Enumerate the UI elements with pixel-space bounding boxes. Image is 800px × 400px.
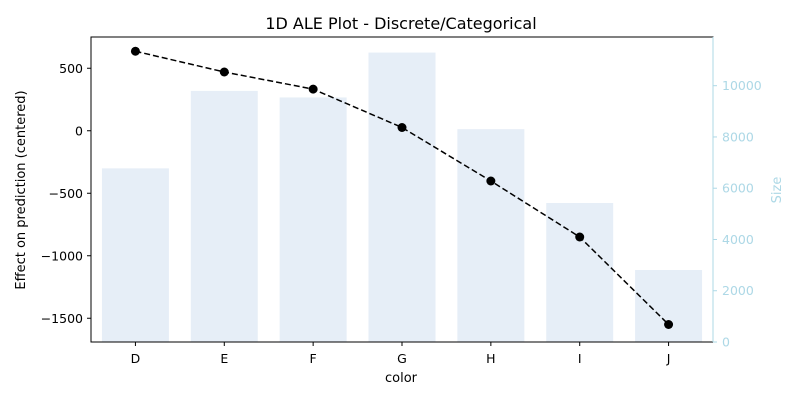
size-bar-D (101, 168, 169, 342)
y2-tick-label: 10000 (722, 78, 762, 93)
x-tick-label: H (486, 351, 495, 366)
ale-line-series (130, 46, 674, 329)
chart-title: 1D ALE Plot - Discrete/Categorical (265, 14, 536, 33)
size-bars (101, 52, 703, 343)
y2-tick-label: 0 (722, 335, 730, 350)
x-tick-label: G (397, 351, 407, 366)
y-tick-label: −500 (49, 186, 83, 201)
x-tick-label: D (131, 351, 141, 366)
y-tick-label: 0 (75, 123, 83, 138)
size-bar-F (279, 97, 347, 343)
size-bar-E (190, 90, 258, 342)
tick-marks-and-labels: D E F G H I J 500 0 −500 −1000 −1500 0 2000 4000 6000 80… (41, 61, 762, 366)
y2-tick-label: 8000 (722, 129, 754, 144)
ale-point-G (397, 123, 407, 132)
x-tick-label: I (578, 351, 582, 366)
ale-point-E (219, 67, 229, 77)
y2-tick-label: 6000 (722, 181, 754, 196)
y-tick-label: −1000 (41, 248, 83, 263)
y2-tick-label: 4000 (722, 232, 754, 247)
ale-point-D (130, 46, 140, 56)
y-tick-label: 500 (59, 61, 83, 76)
y-axis-label: Effect on prediction (centered) (14, 90, 29, 289)
size-bar-H (457, 129, 525, 342)
ale-point-F (308, 84, 318, 94)
x-axis-label: color (385, 371, 418, 386)
size-bar-G (368, 52, 436, 343)
size-bar-J (635, 270, 703, 342)
ale-point-J (664, 320, 674, 329)
y2-axis-label: Size (770, 177, 785, 204)
ale-point-I (575, 232, 585, 242)
x-tick-label: E (220, 351, 228, 366)
ale-point-H (486, 176, 496, 186)
x-tick-label: J (666, 351, 671, 366)
y-tick-label: −1500 (41, 311, 83, 326)
size-bar-I (546, 203, 614, 342)
y2-tick-label: 2000 (722, 283, 754, 298)
x-tick-label: F (310, 351, 317, 366)
